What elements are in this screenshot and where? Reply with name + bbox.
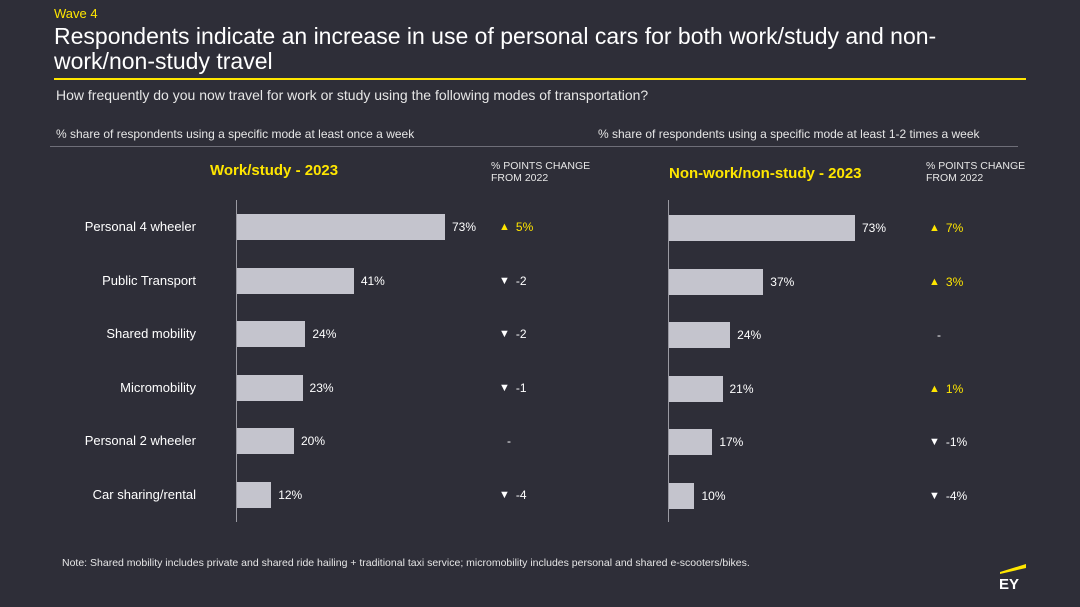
work-study-change-indicator: -: [507, 434, 511, 448]
non-work-bar: [669, 375, 723, 402]
category-label: Public Transport: [102, 272, 196, 288]
triangle-down-icon: ▼: [499, 489, 510, 501]
wave-label: Wave 4: [54, 6, 98, 21]
work-study-change-indicator: ▼ -4: [499, 488, 527, 502]
non-work-value-label: 24%: [737, 328, 762, 343]
right-chart-subtitle: % share of respondents using a specific …: [598, 127, 980, 141]
non-work-change-value: 3%: [945, 274, 964, 289]
non-work-value-label: 37%: [770, 274, 795, 289]
non-work-chart-title: Non-work/non-study - 2023: [669, 165, 862, 182]
non-work-value-label: 21%: [729, 381, 754, 396]
work-study-bar: [237, 374, 303, 401]
non-work-axis: [668, 200, 669, 522]
work-study-value-label: 20%: [300, 434, 326, 449]
category-label: Car sharing/rental: [92, 487, 196, 502]
work-study-change-indicator: ▼ -2: [499, 274, 527, 288]
work-study-change-indicator: ▼ -1: [499, 381, 527, 395]
work-study-bar: [237, 321, 306, 348]
work-study-chart-title: Work/study - 2023: [210, 162, 339, 179]
non-work-change-value: -: [937, 328, 941, 343]
triangle-up-icon: ▲: [929, 222, 940, 234]
non-work-change-indicator: ▼ -1%: [929, 435, 967, 449]
ey-logo-text: EY: [999, 576, 1019, 592]
work-study-change-indicator: ▲ 5%: [499, 220, 533, 234]
work-study-change-value: -2: [515, 327, 527, 342]
work-study-axis: [236, 200, 237, 522]
non-work-change-value: -4%: [945, 489, 968, 503]
work-study-value-label: 23%: [309, 380, 334, 395]
non-work-change-indicator: -: [937, 328, 941, 342]
non-work-bar: [669, 322, 731, 349]
non-work-bar: [669, 483, 695, 509]
subtitle-divider: [50, 146, 1018, 147]
non-work-change-value: -1%: [945, 435, 968, 450]
category-label: Shared mobility: [106, 326, 196, 342]
work-study-change-value: -4: [515, 488, 527, 502]
triangle-up-icon: ▲: [929, 382, 940, 395]
work-study-value-label: 41%: [360, 273, 385, 288]
triangle-down-icon: ▼: [499, 274, 510, 287]
non-work-change-indicator: ▼ -4%: [929, 489, 967, 503]
page-title: Respondents indicate an increase in use …: [54, 23, 937, 74]
work-study-change-header: % POINTS CHANGE FROM 2022: [491, 160, 591, 184]
work-study-change-indicator: ▼ -2: [499, 327, 527, 341]
non-work-change-value: 7%: [945, 221, 964, 235]
triangle-down-icon: ▼: [929, 490, 940, 502]
non-work-value-label: 10%: [701, 489, 726, 503]
work-study-change-value: 5%: [515, 220, 534, 234]
ey-logo: EY: [999, 564, 1026, 592]
work-study-bar: [237, 267, 354, 294]
non-work-bar: [669, 215, 855, 241]
triangle-down-icon: ▼: [929, 436, 940, 449]
category-label: Micromobility: [120, 379, 196, 395]
work-study-change-value: -2: [515, 273, 527, 288]
work-study-bar: [237, 428, 294, 455]
non-work-value-label: 17%: [719, 435, 744, 450]
footnote: Note: Shared mobility includes private a…: [62, 557, 750, 569]
non-work-change-indicator: ▲ 3%: [929, 275, 963, 289]
non-work-bar: [669, 268, 764, 295]
work-study-value-label: 24%: [312, 327, 337, 342]
work-study-value-label: 12%: [278, 488, 303, 502]
triangle-up-icon: ▲: [499, 221, 510, 233]
triangle-down-icon: ▼: [499, 381, 510, 394]
work-study-change-value: -1: [515, 380, 527, 395]
survey-question: How frequently do you now travel for wor…: [56, 87, 649, 103]
non-work-change-value: 1%: [945, 381, 964, 396]
non-work-change-indicator: ▲ 1%: [929, 382, 963, 396]
non-work-bar: [669, 429, 713, 456]
non-work-change-header: % POINTS CHANGE FROM 2022: [926, 160, 1026, 184]
work-study-bar: [237, 214, 445, 240]
work-study-bar: [237, 482, 272, 508]
left-chart-subtitle: % share of respondents using a specific …: [56, 127, 415, 141]
non-work-change-indicator: ▲ 7%: [929, 221, 963, 235]
non-work-value-label: 73%: [862, 221, 887, 235]
triangle-up-icon: ▲: [929, 275, 940, 288]
work-study-value-label: 73%: [452, 220, 477, 234]
title-divider: [54, 78, 1026, 80]
work-study-change-value: -: [507, 434, 511, 449]
category-label: Personal 2 wheeler: [84, 433, 196, 449]
triangle-down-icon: ▼: [499, 328, 510, 341]
category-label: Personal 4 wheeler: [84, 219, 196, 234]
